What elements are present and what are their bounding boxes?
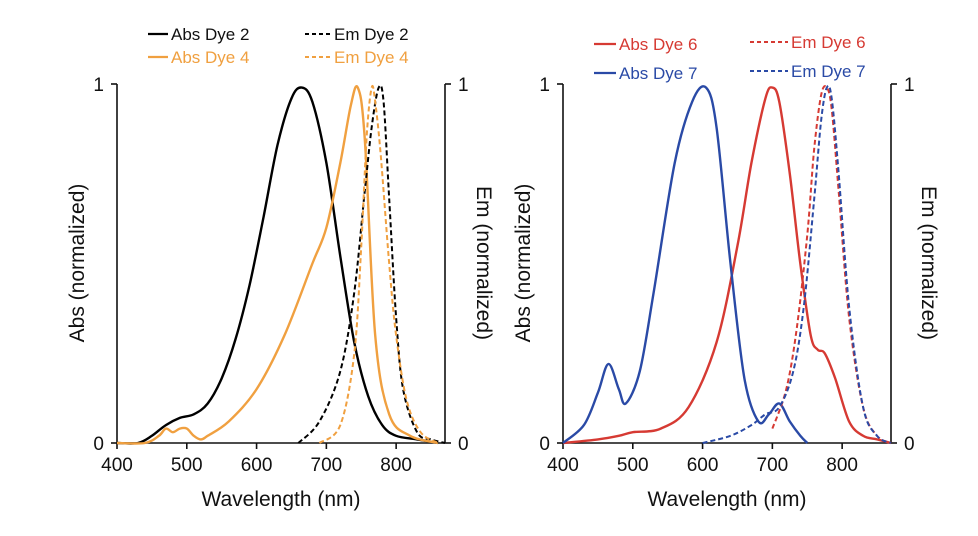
legend-label-abs-dye-7: Abs Dye 7	[619, 64, 697, 83]
x-tick-label-700: 700	[311, 455, 343, 476]
y-tick-label-right-top: 1	[904, 75, 915, 96]
legend-label-em-dye-2: Em Dye 2	[334, 25, 409, 44]
series-em-dye-7	[702, 84, 892, 444]
legend-label-abs-dye-2: Abs Dye 2	[171, 25, 249, 44]
y-tick-label-left-bottom: 0	[539, 434, 550, 455]
right-chart: 400 500 600 700 800 1 0 1 0 Wavelength (nm) …	[512, 33, 940, 511]
series-em-dye-4	[318, 84, 439, 444]
legend: Abs Dye 2 Abs Dye 4 Em Dye 2 Em Dye 4	[148, 25, 409, 67]
legend-label-em-dye-4: Em Dye 4	[334, 48, 409, 67]
x-tick-label-700: 700	[757, 455, 789, 476]
series-abs-dye-4	[116, 85, 439, 445]
legend-label-abs-dye-6: Abs Dye 6	[619, 35, 697, 54]
y-tick-label-right-bottom: 0	[458, 434, 469, 455]
x-tick-label-800: 800	[826, 455, 858, 476]
legend: Abs Dye 6 Abs Dye 7 Em Dye 6 Em Dye 7	[594, 33, 866, 83]
x-tick-label-500: 500	[171, 455, 203, 476]
legend-label-em-dye-6: Em Dye 6	[791, 33, 866, 52]
x-tick-label-600: 600	[241, 455, 273, 476]
series-em-dye-6	[771, 85, 892, 444]
y-axis-label-right: Em (normalized)	[472, 186, 495, 340]
x-ticks: 400 500 600 700 800	[101, 443, 412, 476]
x-tick-label-500: 500	[617, 455, 649, 476]
y-axis-label-right: Em (normalized)	[917, 186, 940, 340]
y-tick-label-left-top: 1	[93, 75, 104, 96]
y-axis-label-left: Abs (normalized)	[512, 184, 535, 343]
left-chart: 400 500 600 700 800 1 0 1 0 Wavelength (nm) …	[66, 25, 495, 511]
series-em-dye-2	[297, 84, 446, 444]
y-tick-label-right-top: 1	[458, 75, 469, 96]
series-abs-dye-2	[116, 86, 439, 445]
x-axis-label: Wavelength (nm)	[647, 488, 806, 511]
x-tick-label-400: 400	[547, 455, 579, 476]
legend-label-em-dye-7: Em Dye 7	[791, 62, 866, 81]
x-ticks: 400 500 600 700 800	[547, 443, 858, 476]
y-tick-label-right-bottom: 0	[904, 434, 915, 455]
x-axis-label: Wavelength (nm)	[201, 488, 360, 511]
y-tick-label-left-bottom: 0	[93, 434, 104, 455]
legend-label-abs-dye-4: Abs Dye 4	[171, 48, 249, 67]
y-tick-label-left-top: 1	[539, 75, 550, 96]
x-tick-label-800: 800	[380, 455, 412, 476]
curves	[562, 84, 892, 445]
series-abs-dye-7	[562, 85, 809, 444]
x-tick-label-600: 600	[687, 455, 719, 476]
curves	[116, 84, 446, 445]
y-axis-label-left: Abs (normalized)	[66, 184, 89, 343]
series-abs-dye-6	[562, 86, 892, 445]
x-tick-label-400: 400	[101, 455, 133, 476]
